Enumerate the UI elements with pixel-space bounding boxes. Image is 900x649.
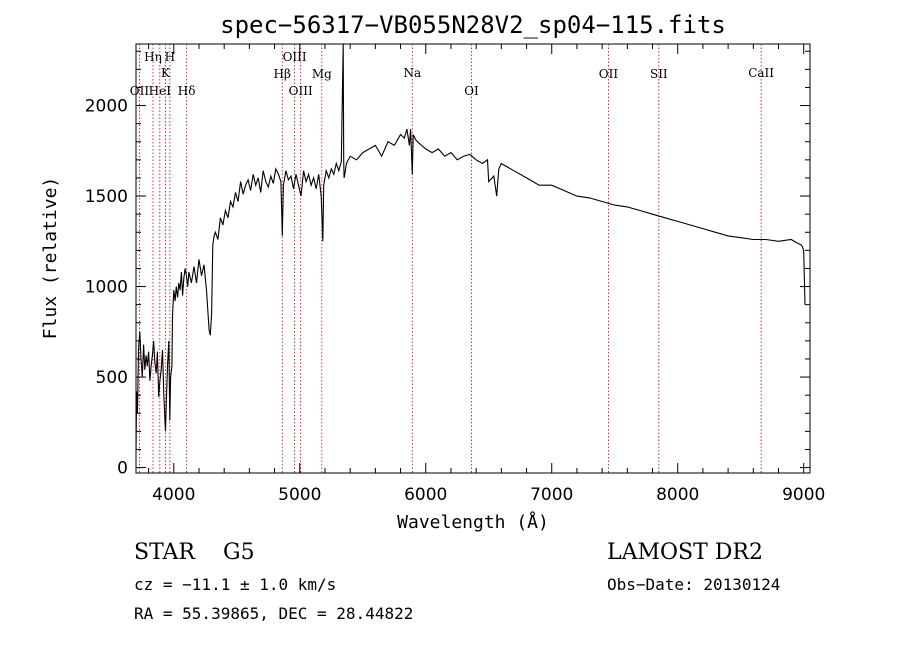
x-tick-label: 6000 <box>404 485 447 505</box>
spectral-line-markers <box>139 44 762 473</box>
spectral-line-label: OIII <box>283 50 307 64</box>
survey-label: LAMOST DR2 <box>607 540 763 565</box>
x-tick-label: 4000 <box>152 485 195 505</box>
class-label: STAR <box>134 540 195 565</box>
spectral-line-labels: OII Hη HeI KH Hδ Hβ OIII OIII Mg Na OI OII SII CaII <box>130 50 775 98</box>
obs-date-text: Obs−Date: 20130124 <box>607 575 781 594</box>
x-tick-label: 7000 <box>530 485 573 505</box>
spectral-line-label: OIII <box>289 84 313 98</box>
spectral-line-label: Hδ <box>178 84 196 98</box>
spectral-line-label: Hβ <box>274 67 291 81</box>
spectral-line-label: OII <box>130 84 150 98</box>
spectral-line-label: CaII <box>748 66 774 80</box>
y-tick-label: 1500 <box>85 187 128 207</box>
spectral-line-label: OII <box>599 67 619 81</box>
coordinates-text: RA = 55.39865, DEC = 28.44822 <box>134 604 414 623</box>
x-tick-label: 9000 <box>782 485 825 505</box>
plot-frame <box>135 43 811 474</box>
x-tick-label: 8000 <box>656 485 699 505</box>
chart-title: spec−56317−VB055N28V2_sp04−115.fits <box>220 11 726 39</box>
x-tick-label: 5000 <box>278 485 321 505</box>
spectral-line-label: OI <box>464 84 479 98</box>
y-axis-label: Flux (relative) <box>40 177 61 340</box>
object-class: STAR G5 <box>134 540 255 565</box>
redshift-text: cz = −11.1 ± 1.0 km/s <box>134 575 337 594</box>
spectral-line-label: Hη <box>144 50 162 64</box>
x-axis-label: Wavelength (Å) <box>397 511 549 533</box>
spectrum-line <box>135 43 806 454</box>
y-axis: 0 500 1000 1500 2000 <box>85 50 810 479</box>
spectral-line-label: HeI <box>149 84 172 98</box>
y-tick-label: 0 <box>117 459 128 479</box>
spectral-line-label: H <box>165 50 175 64</box>
y-tick-label: 2000 <box>85 97 128 117</box>
y-tick-label: 500 <box>96 368 128 388</box>
spectral-line-label: Na <box>403 66 421 80</box>
x-axis: 4000 5000 6000 7000 8000 9000 <box>148 44 825 505</box>
spectral-line-label: Mg <box>312 67 332 81</box>
y-tick-label: 1000 <box>85 278 128 298</box>
spectral-line-label: K <box>161 66 171 80</box>
spectral-line-label: SII <box>650 67 668 81</box>
subclass-label: G5 <box>223 540 255 565</box>
